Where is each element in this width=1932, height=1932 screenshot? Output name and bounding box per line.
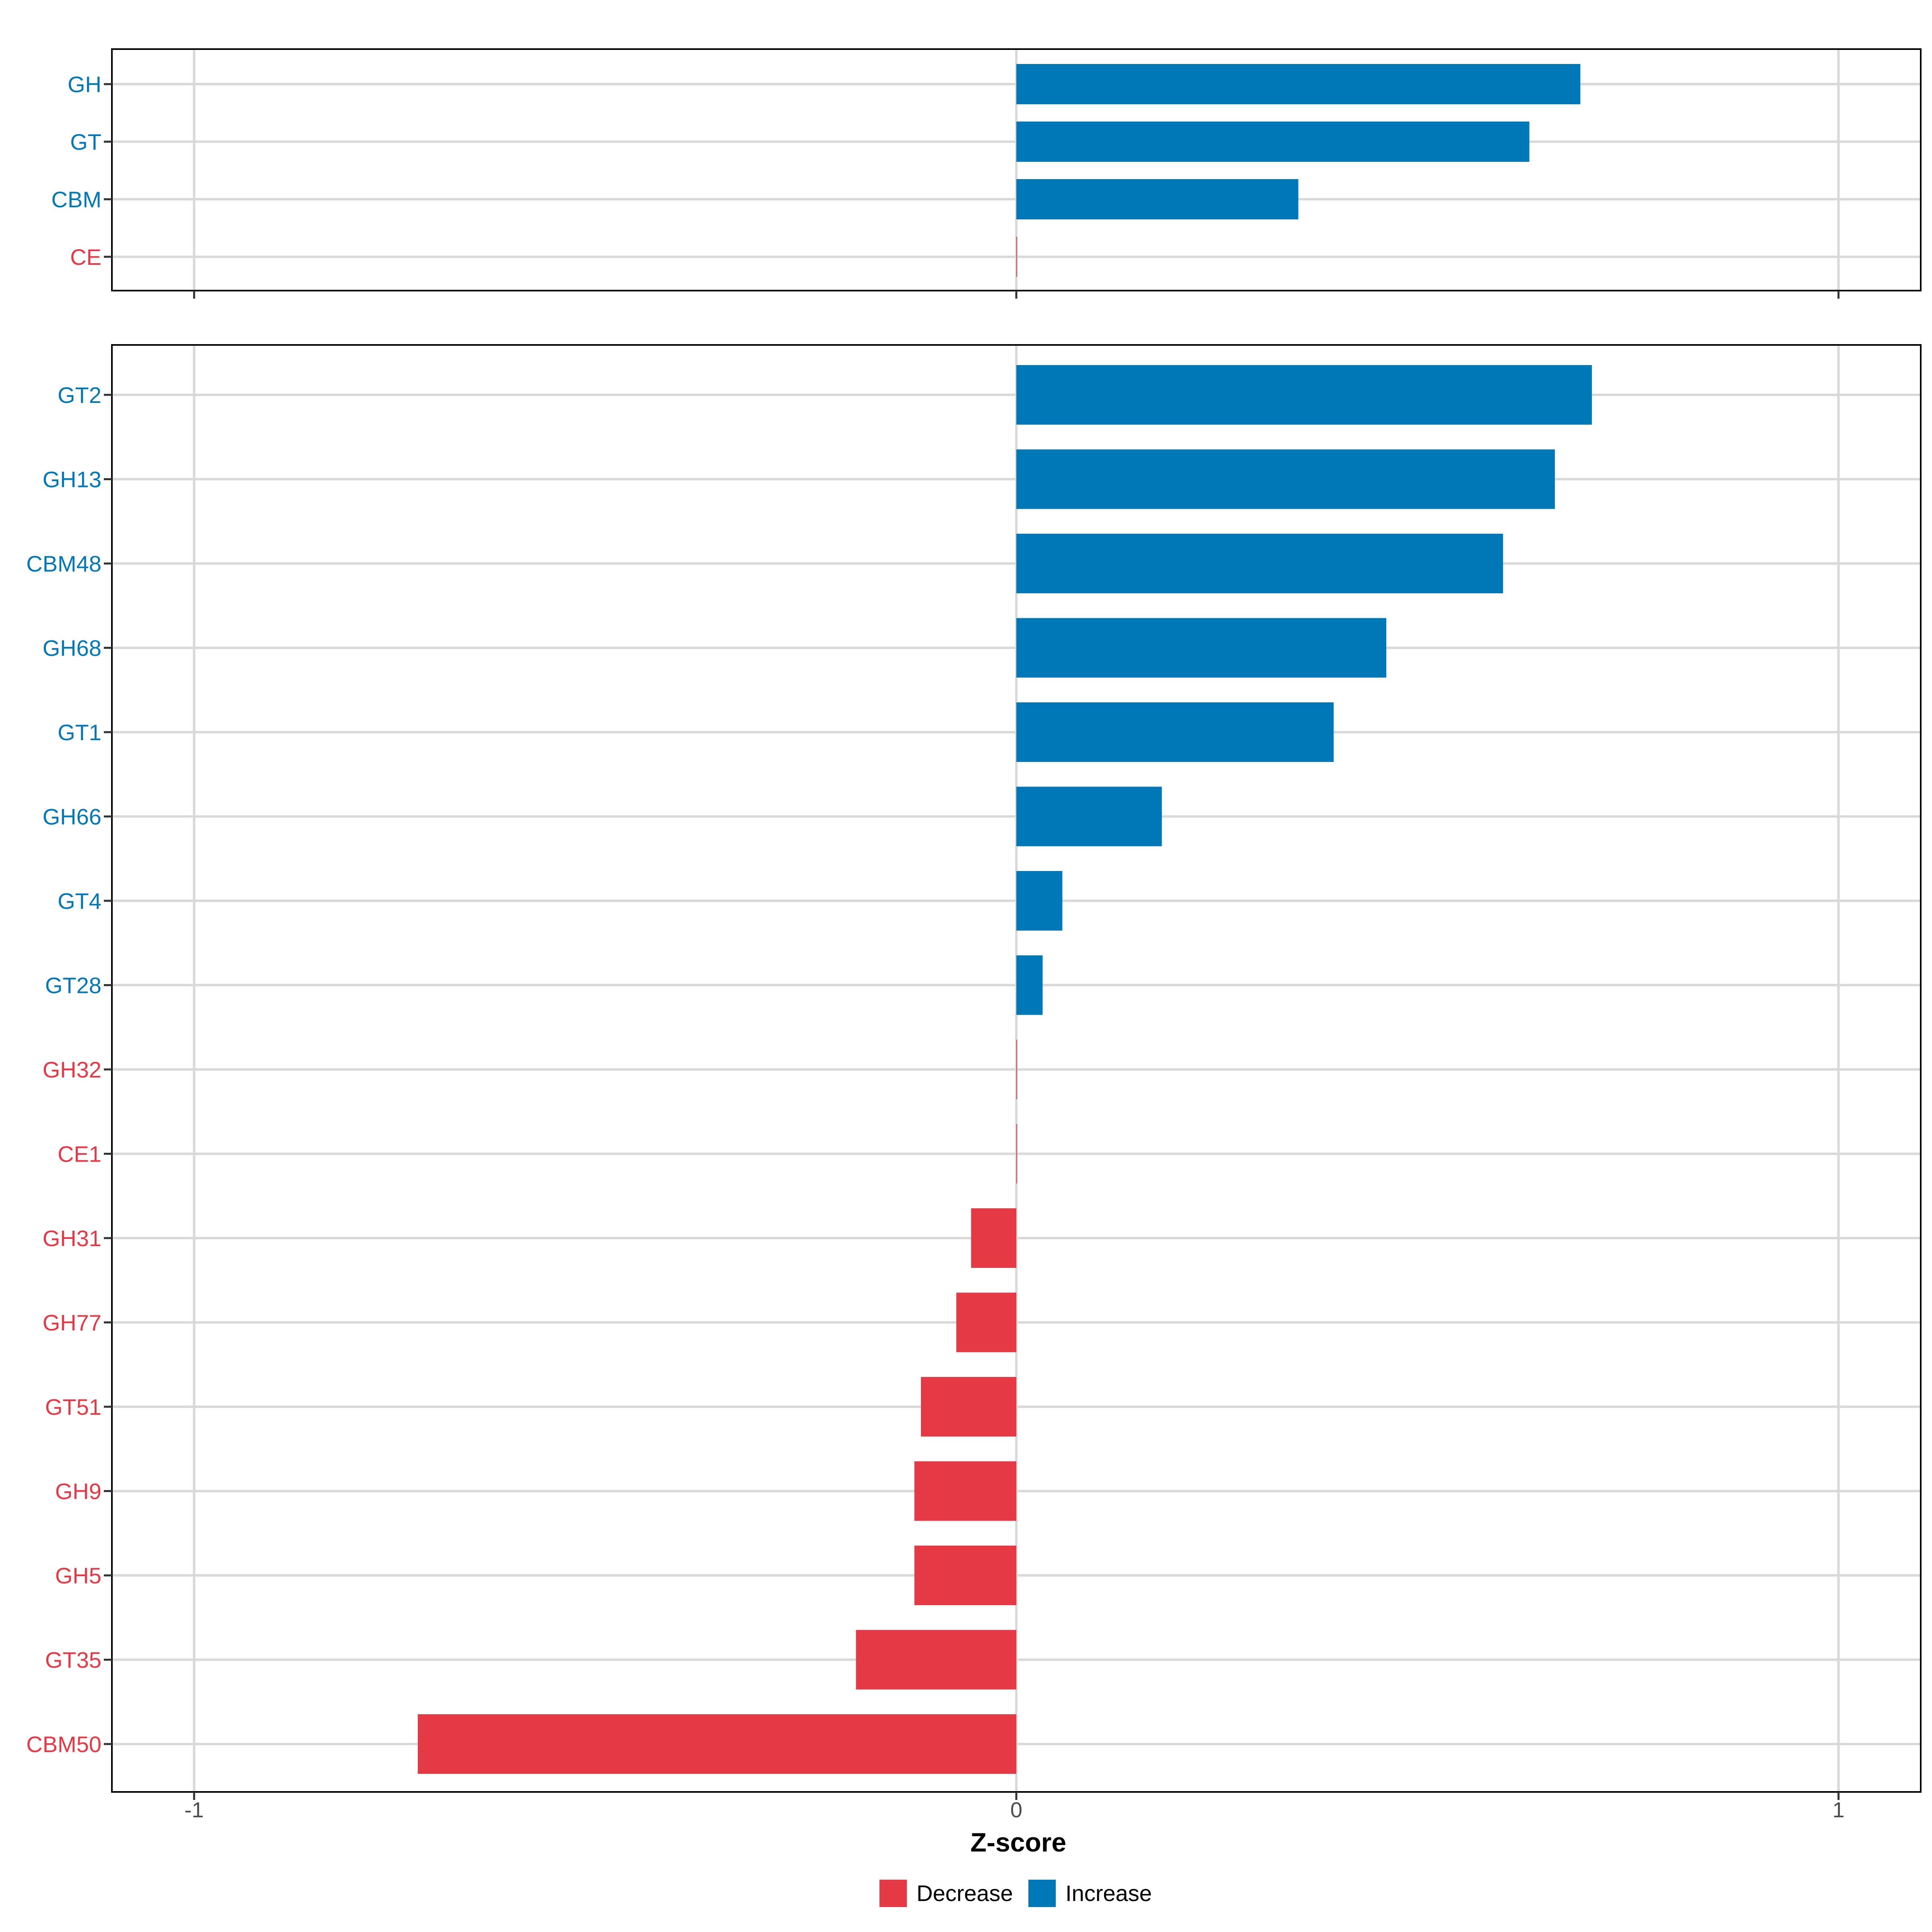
category-label-gt2: GT2 — [58, 382, 101, 408]
category-label-gh32: GH32 — [43, 1057, 101, 1082]
bottom-panel: GT2 GH13 CBM48 GH68 GT1 GH66 GT4 GT28 GH32 CE1 GH3… — [26, 344, 1922, 1800]
legend-key-decrease — [879, 1880, 907, 1907]
bar-ce — [1016, 237, 1017, 277]
category-label-gh13: GH13 — [43, 467, 101, 492]
bar-gh77 — [956, 1292, 1016, 1352]
bar-gt28 — [1016, 955, 1043, 1015]
category-label-gh: GH — [68, 72, 101, 97]
category-label-gt51: GT51 — [45, 1394, 101, 1420]
bar-gh32 — [1016, 1040, 1017, 1099]
bar-gt51 — [921, 1377, 1016, 1437]
x-axis-title: Z-score — [970, 1827, 1066, 1857]
bar-gh13 — [1016, 449, 1555, 509]
bar-gt1 — [1016, 702, 1334, 762]
category-label-gh77: GH77 — [43, 1310, 101, 1335]
top-panel: GH GT CBM CE — [52, 48, 1922, 299]
bar-gt2 — [1016, 365, 1592, 425]
bar-gt35 — [856, 1630, 1016, 1690]
category-label-cbm50: CBM50 — [26, 1732, 101, 1757]
bar-gh31 — [971, 1208, 1016, 1268]
x-tick-label: -1 — [184, 1798, 204, 1822]
category-label-gt35: GT35 — [45, 1647, 101, 1673]
category-label-gt28: GT28 — [45, 973, 101, 998]
category-label-cbm48: CBM48 — [26, 551, 101, 576]
bar-gh9 — [914, 1461, 1016, 1521]
x-tick-label: 1 — [1833, 1798, 1845, 1822]
bar-cbm — [1016, 179, 1298, 219]
bar-gh68 — [1016, 618, 1387, 678]
category-label-gh68: GH68 — [43, 636, 101, 661]
category-label-gt: GT — [70, 129, 101, 155]
category-label-gh66: GH66 — [43, 804, 101, 830]
legend-label-increase: Increase — [1065, 1880, 1152, 1906]
category-label-gt4: GT4 — [58, 888, 101, 914]
legend-label-decrease: Decrease — [916, 1880, 1013, 1906]
category-label-gt1: GT1 — [58, 720, 101, 745]
category-label-gh31: GH31 — [43, 1226, 101, 1251]
category-label-ce: CE — [70, 244, 101, 270]
category-label-gh5: GH5 — [55, 1563, 101, 1588]
bar-cbm50 — [417, 1714, 1016, 1774]
bar-ce1 — [1016, 1124, 1017, 1184]
category-label-ce1: CE1 — [58, 1141, 101, 1167]
legend: Decrease Increase — [879, 1880, 1152, 1907]
legend-key-increase — [1028, 1880, 1056, 1907]
bar-gh66 — [1016, 786, 1162, 846]
category-label-cbm: CBM — [52, 187, 101, 212]
bar-gh5 — [914, 1546, 1016, 1605]
x-axis: -1 0 1 — [184, 1798, 1844, 1822]
bar-gh — [1016, 64, 1581, 104]
bar-cbm48 — [1016, 534, 1503, 593]
bar-gt4 — [1016, 871, 1063, 931]
x-tick-label: 0 — [1010, 1798, 1022, 1822]
bar-gt — [1016, 122, 1530, 162]
category-label-gh9: GH9 — [55, 1479, 101, 1504]
